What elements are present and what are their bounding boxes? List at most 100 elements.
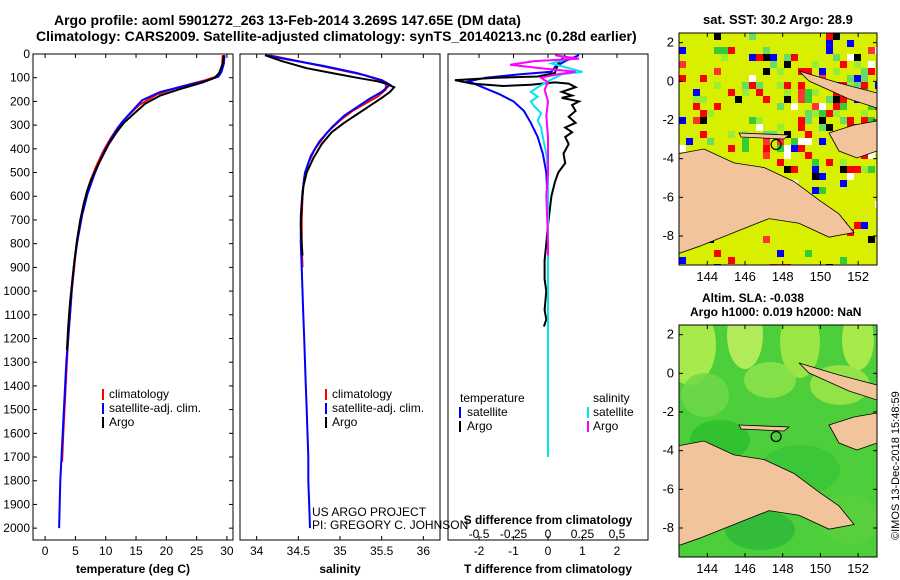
sst-map-ytick-label: -8 (662, 228, 674, 243)
sst-cell (679, 75, 686, 82)
sst-cell (784, 89, 791, 96)
temp-series-2 (65, 55, 225, 351)
sst-cell (868, 166, 875, 173)
pressure-tick-label: 1800 (3, 474, 30, 488)
temp-xlabel: temperature (deg C) (76, 562, 190, 576)
sst-cell (791, 103, 798, 110)
sst-cell (749, 54, 756, 61)
sst-cell (749, 82, 756, 89)
sst-cell (819, 117, 826, 124)
sst-cell (826, 159, 833, 166)
temp-frame (32, 53, 234, 541)
sst-cell (798, 117, 805, 124)
sla-map-xtick-label: 150 (810, 561, 832, 576)
sst-cell (833, 33, 840, 40)
sst-cell (756, 54, 763, 61)
temp-xtick-label: 25 (190, 544, 204, 558)
sst-cell (791, 145, 798, 152)
sst-cell (700, 75, 707, 82)
sst-cell (861, 166, 868, 173)
diff-xtick-label: 0 (545, 544, 552, 558)
sst-cell (840, 103, 847, 110)
diff-series-1 (454, 54, 582, 327)
sst-cell (805, 96, 812, 103)
sst-cell (749, 75, 756, 82)
sst-cell (798, 96, 805, 103)
sla-blob (842, 325, 874, 370)
sst-cell (763, 152, 770, 159)
diff-x2tick-label: 0.5 (609, 527, 626, 541)
sst-cell (728, 257, 735, 264)
sst-map-frame (678, 32, 878, 266)
sst-cell (693, 103, 700, 110)
sal-xlabel: salinity (319, 562, 361, 576)
sst-cell (714, 82, 721, 89)
sal-frame (239, 53, 441, 541)
sal-xtick-label: 34 (250, 544, 264, 558)
sst-cell (854, 61, 861, 68)
sst-cell (847, 54, 854, 61)
sst-cell (742, 145, 749, 152)
sst-cell (742, 138, 749, 145)
sal-xtick-label: 35.5 (370, 544, 394, 558)
sst-cell (798, 82, 805, 89)
sst-cell (812, 103, 819, 110)
credit-line-1: US ARGO PROJECT (312, 505, 427, 519)
sst-cell (777, 82, 784, 89)
temp-xtick-label: 30 (220, 544, 234, 558)
sla-map-ytick-label: -8 (662, 520, 674, 535)
sst-cell (714, 250, 721, 257)
sst-cell (875, 201, 877, 208)
sal-xtick-label: 35 (333, 544, 347, 558)
sla-map-xtick-label: 146 (734, 561, 756, 576)
sst-cell (763, 47, 770, 54)
sst-cell (812, 110, 819, 117)
diff-xtick-label: 2 (614, 544, 621, 558)
sal-legend-label: satellite-adj. clim. (332, 401, 424, 415)
sst-cell (784, 82, 791, 89)
sst-cell (805, 250, 812, 257)
sst-cell (700, 117, 707, 124)
sla-map-frame (678, 324, 878, 558)
sla-map-ytick-label: -6 (662, 481, 674, 496)
temp-legend-label: Argo (109, 415, 135, 429)
sst-cell (756, 89, 763, 96)
diff-x2tick-label: 0 (545, 527, 552, 541)
sst-cell (840, 96, 847, 103)
sst-cell (833, 68, 840, 75)
sst-cell (840, 257, 847, 264)
sst-cell (812, 89, 819, 96)
sla-map-ytick-label: -2 (662, 404, 674, 419)
sst-cell (819, 173, 826, 180)
pressure-tick-label: 2000 (3, 521, 30, 535)
sst-cell (826, 124, 833, 131)
sst-cell (819, 124, 826, 131)
sla-map-xtick-label: 148 (772, 561, 794, 576)
sst-cell (784, 131, 791, 138)
sst-cell (805, 110, 812, 117)
sst-cell (728, 131, 735, 138)
sst-cell (868, 117, 875, 124)
sal-xtick-label: 36 (417, 544, 431, 558)
sst-cell (791, 138, 798, 145)
diff-legend-label: Argo (593, 419, 619, 433)
sla-blob (681, 373, 729, 417)
sst-cell (749, 33, 756, 40)
sst-cell (721, 47, 728, 54)
diff-legend-label: temperature (460, 391, 525, 405)
sal-legend-label: Argo (332, 415, 358, 429)
diff-legend-label: salinity (593, 391, 630, 405)
timestamp: ©IMOS 13-Dec-2018 15:48:59 (890, 391, 900, 540)
sst-cell (840, 166, 847, 173)
sst-cell (812, 61, 819, 68)
sst-cell (679, 257, 686, 264)
diff-x2tick-label: 0.25 (571, 527, 595, 541)
diff-x2tick-label: -0.25 (500, 527, 528, 541)
sst-cell (847, 82, 854, 89)
sst-cell (805, 68, 812, 75)
sla-map-island-north (798, 362, 877, 401)
sst-cell (777, 103, 784, 110)
sst-cell (805, 89, 812, 96)
sst-map-land (679, 148, 855, 254)
